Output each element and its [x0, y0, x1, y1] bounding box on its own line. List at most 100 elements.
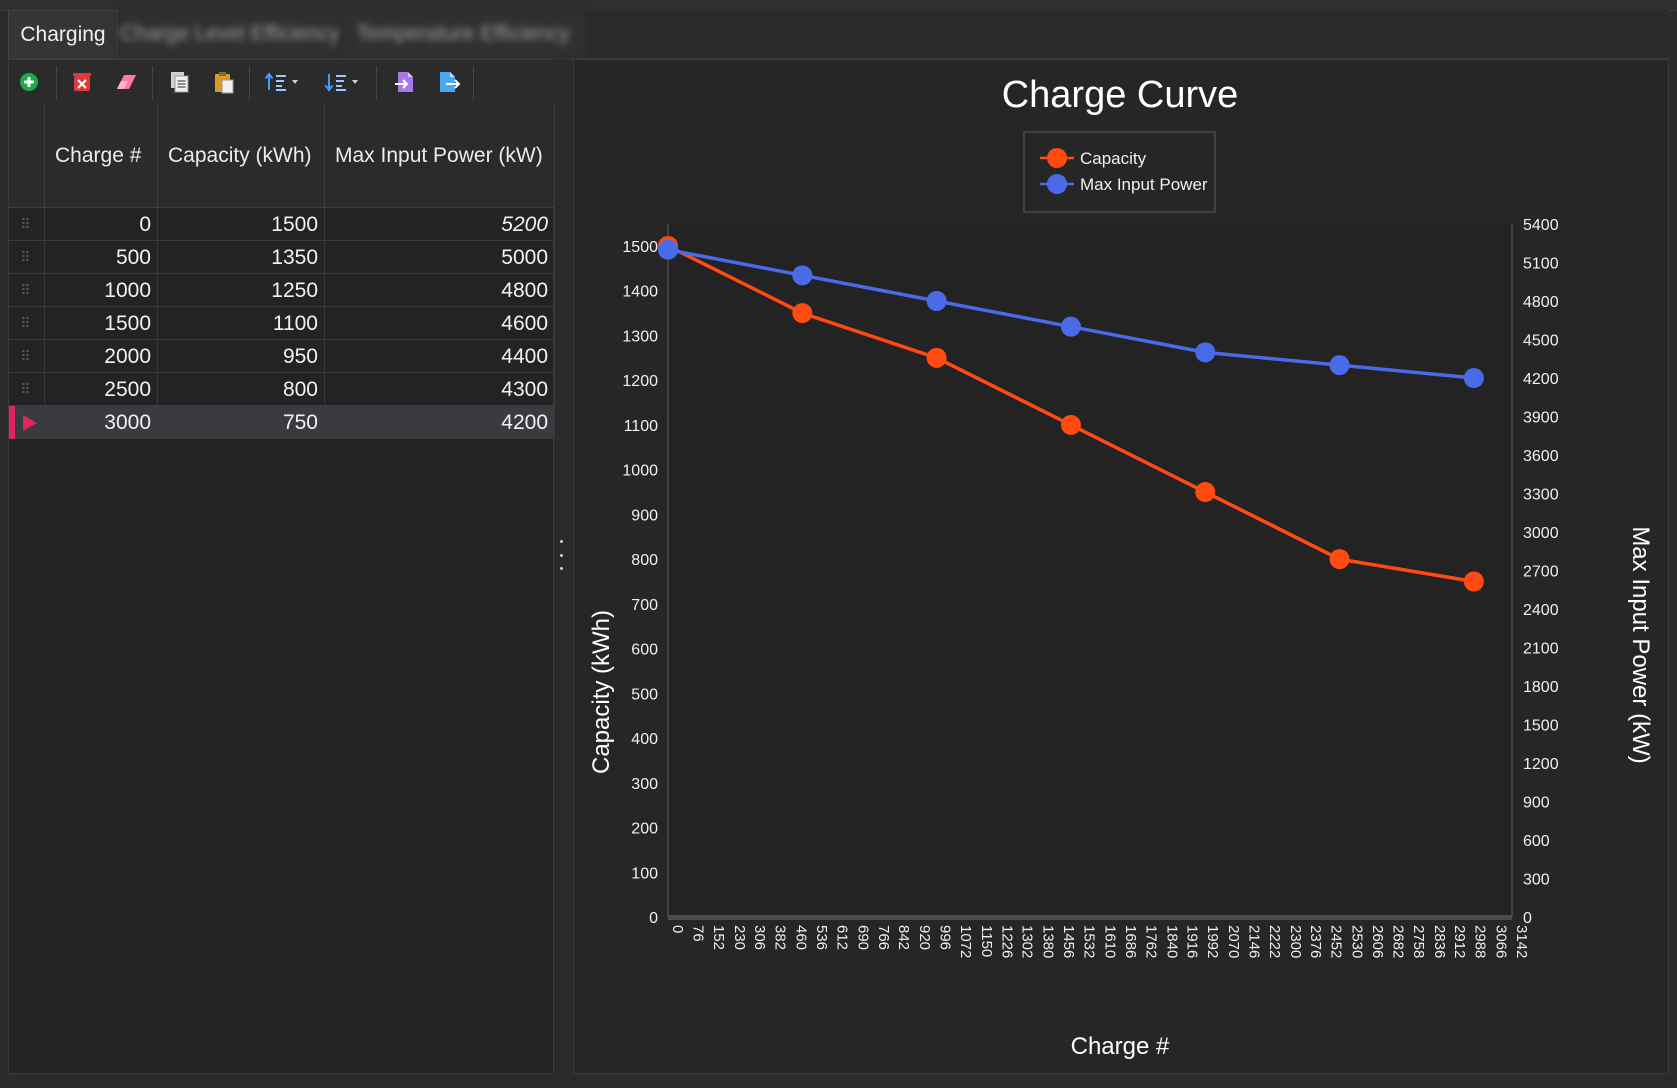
tab-charge-level-efficiency[interactable]: Charge Level Efficiency — [118, 10, 342, 58]
x-tick-label: 1302 — [1019, 925, 1036, 958]
table-row[interactable]: ⠿ 0 1500 5200 — [9, 208, 555, 241]
cell-capacity[interactable]: 1100 — [158, 307, 325, 340]
clear-button[interactable] — [111, 67, 141, 97]
drag-handle-icon[interactable]: ⠿ — [9, 373, 45, 406]
delete-row-button[interactable] — [67, 67, 97, 97]
x-tick-label: 2988 — [1472, 925, 1489, 958]
drag-handle-icon[interactable]: ⠿ — [9, 307, 45, 340]
cell-max-input-power[interactable]: 4300 — [325, 373, 555, 406]
cell-max-input-power[interactable]: 4800 — [325, 274, 555, 307]
x-tick-label: 2758 — [1410, 925, 1427, 958]
row-header-corner — [9, 104, 45, 208]
y2-tick-label: 300 — [1523, 872, 1550, 889]
cell-max-input-power[interactable]: 4400 — [325, 340, 555, 373]
add-icon — [20, 73, 38, 91]
y2-tick-label: 3600 — [1523, 448, 1559, 465]
y2-tick-label: 1500 — [1523, 718, 1559, 735]
cell-capacity[interactable]: 1250 — [158, 274, 325, 307]
cell-capacity[interactable]: 950 — [158, 340, 325, 373]
table-row[interactable]: ⠿ 500 1350 5000 — [9, 241, 555, 274]
add-row-button[interactable] — [14, 67, 44, 97]
tab-strip: Charging Charge Level Efficiency Tempera… — [8, 10, 1668, 59]
x-tick-label: 3142 — [1513, 925, 1530, 958]
capacity-data-point — [1329, 549, 1350, 570]
sort-descending-icon — [324, 74, 358, 92]
max-input-power-data-point — [1463, 368, 1484, 388]
tab-charging[interactable]: Charging — [8, 10, 118, 58]
x-axis-label: Charge # — [1071, 1033, 1170, 1060]
eraser-icon — [117, 75, 136, 89]
cell-charge[interactable]: 2500 — [45, 373, 158, 406]
export-button[interactable] — [434, 67, 464, 97]
x-tick-label: 2912 — [1451, 925, 1468, 958]
x-tick-label: 306 — [751, 925, 768, 950]
cell-max-input-power[interactable]: 4600 — [325, 307, 555, 340]
x-tick-label: 766 — [875, 925, 892, 950]
paste-button[interactable] — [209, 67, 239, 97]
cell-capacity[interactable]: 750 — [158, 406, 325, 439]
drag-handle-icon[interactable]: ⠿ — [9, 208, 45, 241]
y2-tick-label: 4500 — [1523, 333, 1559, 350]
cell-max-input-power[interactable]: 5000 — [325, 241, 555, 274]
selection-marker — [9, 406, 15, 439]
y2-tick-label: 5400 — [1523, 217, 1559, 234]
x-tick-label: 1762 — [1142, 925, 1159, 958]
y-tick-label: 1200 — [622, 373, 658, 390]
cell-charge[interactable]: 2000 — [45, 340, 158, 373]
chart-panel: 0 100 200 300 400 500 600 700 800 900 1000 1100 1200… — [573, 59, 1669, 1074]
y-tick-label: 200 — [631, 821, 658, 838]
x-tick-label: 2452 — [1328, 925, 1345, 958]
table-row[interactable]: ⠿ 1000 1250 4800 — [9, 274, 555, 307]
delete-icon — [73, 73, 91, 91]
max-input-power-data-point — [658, 239, 678, 260]
cell-charge[interactable]: 1500 — [45, 307, 158, 340]
x-tick-label: 842 — [895, 925, 912, 950]
y-tick-label: 500 — [631, 686, 658, 703]
x-tick-label: 2530 — [1349, 925, 1366, 958]
y-tick-label: 800 — [631, 552, 658, 569]
table-row[interactable]: ⠿ 2500 800 4300 — [9, 373, 555, 406]
y-tick-label: 1400 — [622, 284, 658, 301]
sort-descending-dropdown[interactable] — [322, 67, 366, 97]
cell-charge[interactable]: 500 — [45, 241, 158, 274]
y-tick-label: 1000 — [622, 463, 658, 480]
row-selector[interactable] — [9, 406, 45, 439]
cell-charge[interactable]: 0 — [45, 208, 158, 241]
table-row[interactable]: ⠿ 2000 950 4400 — [9, 340, 555, 373]
cell-charge[interactable]: 3000 — [45, 406, 158, 439]
import-icon — [395, 72, 413, 92]
y2-tick-label: 4800 — [1523, 294, 1559, 311]
import-button[interactable] — [390, 67, 420, 97]
x-tick-label: 1150 — [978, 925, 995, 957]
column-header-max-input-power[interactable]: Max Input Power (kW) — [325, 104, 555, 208]
y2-tick-label: 600 — [1523, 833, 1550, 850]
table-row[interactable]: ⠿ 1500 1100 4600 — [9, 307, 555, 340]
current-row-arrow-icon — [23, 415, 37, 431]
tab-temperature-efficiency[interactable]: Temperature Efficiency — [342, 10, 584, 58]
y-tick-label: 100 — [631, 865, 658, 882]
sort-ascending-dropdown[interactable] — [262, 67, 306, 97]
copy-icon — [171, 72, 189, 93]
drag-handle-icon[interactable]: ⠿ — [9, 274, 45, 307]
drag-handle-icon[interactable]: ⠿ — [9, 340, 45, 373]
cell-max-input-power[interactable]: 4200 — [325, 406, 555, 439]
drag-handle-icon[interactable]: ⠿ — [9, 241, 45, 274]
y2-axis-label: Max Input Power (kW) — [1627, 526, 1654, 763]
y-tick-label: 0 — [649, 910, 658, 927]
column-header-charge[interactable]: Charge # — [45, 104, 158, 208]
x-tick-label: 1992 — [1204, 925, 1221, 958]
cell-charge[interactable]: 1000 — [45, 274, 158, 307]
panel-splitter-handle[interactable] — [558, 540, 564, 570]
table-row-selected[interactable]: 3000 750 4200 — [9, 406, 555, 439]
cell-capacity[interactable]: 1350 — [158, 241, 325, 274]
x-tick-label: 1380 — [1040, 925, 1057, 958]
copy-button[interactable] — [164, 67, 194, 97]
cell-capacity[interactable]: 1500 — [158, 208, 325, 241]
cell-max-input-power[interactable]: 5200 — [325, 208, 555, 241]
x-tick-label: 1916 — [1184, 925, 1201, 958]
column-header-capacity[interactable]: Capacity (kWh) — [158, 104, 325, 208]
x-tick-label: 920 — [916, 925, 933, 950]
cell-capacity[interactable]: 800 — [158, 373, 325, 406]
x-tick-label: 1226 — [998, 925, 1015, 958]
capacity-data-point — [1195, 482, 1216, 503]
